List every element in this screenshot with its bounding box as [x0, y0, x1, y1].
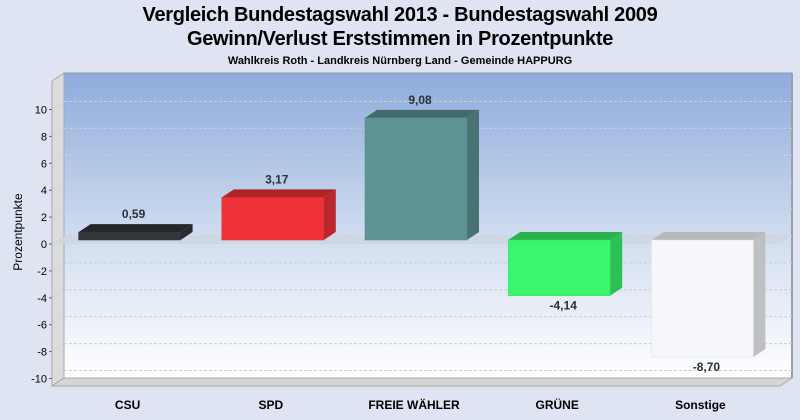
gridline-side [51, 181, 65, 191]
value-label: 0,59 [122, 207, 146, 221]
bar-spd [221, 189, 336, 241]
gridline-side [51, 154, 65, 164]
x-tick-label: Sonstige [675, 398, 726, 412]
y-tick-label: 6 [41, 158, 47, 170]
y-tick-label: -10 [31, 374, 47, 386]
bar-sonstige [651, 232, 766, 358]
bar-csu [78, 224, 193, 241]
y-tick-label: 4 [41, 185, 47, 197]
y-tick-label: 2 [41, 212, 47, 224]
gridline-side [51, 127, 65, 137]
bars [78, 109, 766, 358]
floor [50, 377, 794, 387]
gridline-side [51, 316, 65, 326]
y-tick-label: -4 [37, 293, 47, 305]
y-tick-label: 0 [41, 239, 47, 251]
y-tick-label: -2 [37, 266, 47, 278]
left-wall [51, 72, 65, 387]
gridline-side [51, 343, 65, 353]
value-label: -4,14 [550, 299, 578, 313]
chart-subtitle: Wahlkreis Roth - Landkreis Nürnberg Land… [227, 55, 573, 67]
x-tick-label: FREIE WÄHLER [368, 397, 460, 412]
bar-top [365, 109, 479, 118]
bar-top [78, 224, 193, 233]
y-tick-label: -8 [37, 347, 47, 359]
chart-title-line2: Gewinn/Verlust Erststimmen in Prozentpun… [186, 28, 614, 50]
x-tick-label: SPD [258, 398, 283, 412]
y-tick-label: -6 [37, 320, 47, 332]
x-tick-label: GRÜNE [536, 397, 579, 412]
bar-top [508, 232, 623, 240]
bar-top [221, 189, 336, 198]
bar-side [753, 232, 766, 358]
value-label: 9,08 [408, 93, 432, 107]
x-tick-label: CSU [115, 398, 140, 412]
bar-side [323, 189, 336, 240]
gridline-side [51, 208, 65, 218]
bar-grüne [507, 232, 623, 296]
bar-front [364, 117, 468, 241]
labels: 0,59 CSU 3,17 SPD 9,08 FREIE WÄHLER -4,14 GRÜNE… [115, 93, 726, 412]
y-tick-label: 8 [41, 131, 47, 143]
bar-front [507, 239, 611, 296]
gridline-side [51, 289, 65, 299]
gridline-side [51, 262, 65, 272]
gridline-side [51, 101, 65, 110]
bar-front [651, 239, 754, 358]
value-label: 3,17 [265, 172, 289, 186]
bar-front [221, 197, 325, 241]
gridline-side [51, 370, 65, 379]
bar-side [467, 109, 479, 241]
bar-front [78, 231, 181, 241]
value-label: -8,70 [693, 360, 721, 374]
bar-top [651, 232, 766, 240]
y-tick-label: 10 [35, 105, 47, 117]
bar-side [610, 232, 623, 296]
chart-title: Vergleich Bundestagswahl 2013 - Bundesta… [142, 4, 658, 26]
gridline-side [51, 235, 65, 245]
bar-freie-wähler [364, 109, 479, 241]
bar-side [180, 224, 193, 240]
